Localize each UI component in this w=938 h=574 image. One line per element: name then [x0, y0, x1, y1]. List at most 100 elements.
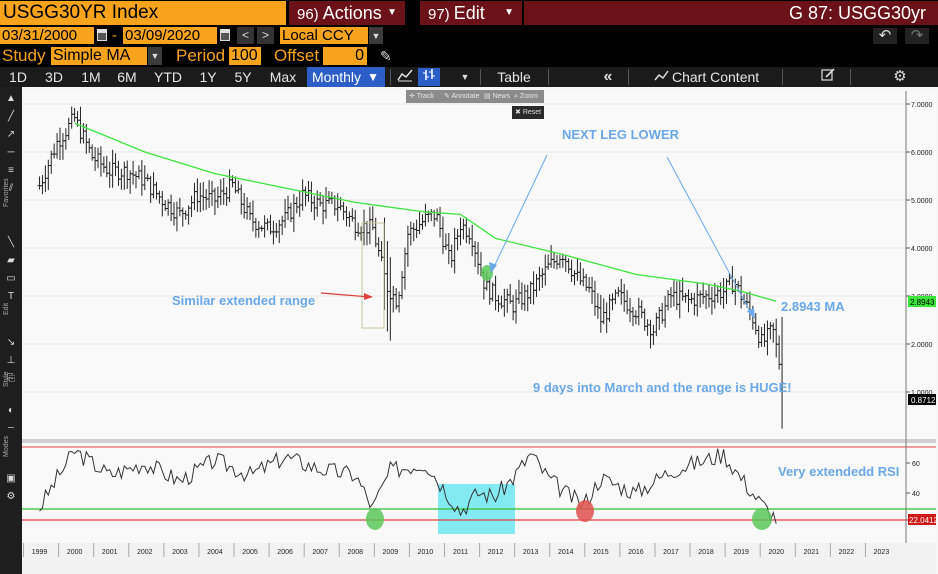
x-tick-label: 2013 [523, 549, 539, 556]
currency-field[interactable]: Local CCY [280, 27, 368, 44]
separator [782, 69, 783, 85]
gear-icon[interactable]: ⚙ [893, 68, 907, 85]
x-tick-label: 2023 [874, 549, 890, 556]
table-button[interactable]: Table [497, 69, 531, 85]
currency-dropdown-icon[interactable]: ▼ [369, 27, 383, 44]
x-tick-label: 2016 [628, 549, 644, 556]
actions-menu-number: 96) [297, 6, 319, 23]
x-tick-label: 2015 [593, 549, 609, 556]
horizontal-line-icon[interactable]: ─ [7, 147, 15, 158]
tab-max[interactable]: Max [269, 69, 297, 85]
track-label: Track [416, 93, 434, 100]
panel-divider [22, 439, 936, 443]
tab-6m[interactable]: 6M [117, 69, 137, 85]
annotate-button[interactable]: ✎ Annotate [444, 93, 480, 100]
chart-area[interactable]: 60 40 1999 2000 2001 2002 2003 2004 2005 2006 200… [0, 87, 938, 574]
x-tick-label: 2022 [839, 549, 855, 556]
x-tick-label: 2010 [418, 549, 434, 556]
measure-tool-icon[interactable]: ⊥ [6, 355, 16, 366]
rsi-tick-label: 60 [912, 461, 920, 468]
redo-icon[interactable]: ↷ [905, 28, 929, 44]
chart-canvas[interactable]: 60 40 1999 2000 2001 2002 2003 2004 2005 2006 200… [0, 87, 938, 574]
title-bar: USGG30YR Index 96) Actions ▼ 97) Edit ▼ G … [0, 0, 938, 26]
x-tick-label: 2001 [102, 549, 118, 556]
date-separator: - [112, 27, 117, 44]
study-field[interactable]: Simple MA [51, 47, 147, 65]
chart-content-icon [651, 68, 673, 86]
color-icon[interactable]: ◐ [7, 405, 15, 416]
calendar-icon[interactable] [220, 29, 230, 41]
x-tick-label: 2011 [453, 549, 468, 556]
next-leg-circle [481, 265, 493, 281]
tab-5y[interactable]: 5Y [234, 69, 252, 85]
cursor-icon[interactable]: ▲ [6, 93, 16, 104]
ticker-field[interactable]: USGG30YR Index [0, 1, 286, 25]
function-title: G 87: USGG30yr [524, 1, 938, 25]
moving-average-line [74, 122, 777, 302]
line-style-icon[interactable]: ┄ [7, 423, 15, 434]
period-field[interactable]: 100 [229, 47, 261, 65]
x-tick-label: 2005 [242, 549, 258, 556]
study-dropdown-icon[interactable]: ▼ [148, 47, 162, 65]
ma-annotation: 2.8943 MA [781, 299, 845, 314]
x-tick-label: 2008 [347, 549, 363, 556]
next-arrow-icon[interactable]: > [257, 27, 274, 44]
ray-tool-icon[interactable]: ↗ [6, 129, 16, 140]
channel-tool-icon[interactable]: ⫽ [8, 183, 14, 194]
arrow-tool-icon[interactable]: ↘ [6, 337, 16, 348]
style-label: Style [3, 371, 10, 387]
previous-arrow-icon[interactable]: < [237, 27, 254, 44]
tab-ytd[interactable]: YTD [154, 69, 182, 85]
chart-type-dropdown-icon[interactable]: ▼ [460, 72, 470, 82]
rsi-annotation: Very extendedd RSI [778, 464, 899, 479]
x-tick-label: 2018 [698, 549, 714, 556]
brush-icon[interactable]: ▰ [7, 255, 15, 266]
x-tick-label: 2009 [383, 549, 399, 556]
pencil-icon[interactable]: ✎ [380, 48, 392, 64]
x-tick-label: 2003 [172, 549, 188, 556]
offset-field[interactable]: 0 [323, 47, 367, 65]
line-tool-icon[interactable]: ╱ [7, 111, 15, 122]
y-tick-label: 6.0000 [911, 150, 933, 157]
tab-3d[interactable]: 3D [45, 69, 63, 85]
separator [628, 69, 629, 85]
collapse-double-chevron-icon[interactable]: « [603, 68, 613, 85]
left-toolbar: ▲ ╱ ↗ ─ ≡ ⫽ Favorites ╲ ▰ ▭ T Edit ↘ ⊥ ⎘… [0, 87, 22, 574]
settings-small-icon[interactable]: ⚙ [6, 491, 16, 502]
price-ohlc-series [37, 106, 785, 429]
actions-menu-button[interactable]: 96) Actions ▼ [289, 1, 405, 25]
edit-menu-button[interactable]: 97) Edit ▼ [420, 1, 522, 25]
chart-content-button[interactable]: Chart Content [672, 69, 760, 85]
shape-tool-icon[interactable]: ▭ [6, 273, 16, 284]
tab-1y[interactable]: 1Y [199, 69, 217, 85]
copy-icon[interactable]: ⎘ [7, 373, 15, 384]
rsi-value-badge [908, 514, 936, 525]
reset-button[interactable]: ✖ Reset [512, 106, 544, 119]
zoom-button[interactable]: ⌕ Zoom [514, 93, 538, 100]
ma-value-badge [908, 296, 936, 307]
undo-icon[interactable]: ↶ [873, 28, 897, 44]
track-button[interactable]: ✛ Track [409, 93, 434, 100]
frequency-dropdown[interactable]: Monthly ▼ [307, 67, 385, 87]
news-button[interactable]: ▤ News [484, 93, 511, 100]
line-chart-icon[interactable] [394, 68, 416, 86]
x-tick-label: 2006 [277, 549, 293, 556]
fib-tool-icon[interactable]: ≡ [8, 165, 14, 176]
tab-1m[interactable]: 1M [81, 69, 101, 85]
calendar-icon[interactable] [97, 29, 107, 41]
y-tick-label: 5.0000 [911, 198, 933, 205]
separator [548, 69, 549, 85]
mode-icon[interactable]: ▣ [6, 473, 16, 484]
text-tool-icon[interactable]: T [7, 291, 15, 302]
reset-label: Reset [522, 109, 542, 116]
trend-tool-icon[interactable]: ╲ [7, 237, 15, 248]
tab-1d[interactable]: 1D [9, 69, 27, 85]
edit-menu-number: 97) [428, 6, 450, 23]
news-label: News [492, 93, 511, 100]
x-tick-label: 2012 [488, 549, 504, 556]
ohlc-bar-icon[interactable] [418, 68, 440, 86]
end-date-field[interactable]: 03/09/2020 [123, 27, 217, 44]
rsi-low-circle-2020 [752, 508, 772, 530]
edit-chart-icon[interactable] [817, 68, 839, 86]
start-date-field[interactable]: 03/31/2000 [0, 27, 94, 44]
